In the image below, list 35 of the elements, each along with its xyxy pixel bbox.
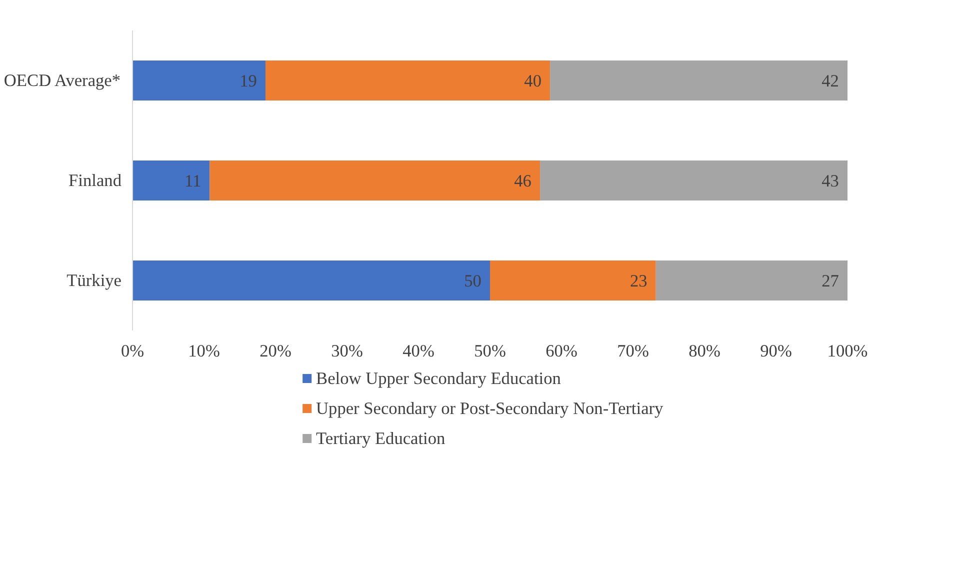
data-label: 23 — [630, 272, 648, 290]
x-tick-label: 90% — [760, 342, 792, 360]
x-tick-label: 30% — [331, 342, 363, 360]
y-tick-label: Finland — [68, 171, 122, 190]
legend-label: Tertiary Education — [316, 429, 446, 448]
x-tick-label: 100% — [827, 342, 868, 360]
x-tick-label: 80% — [688, 342, 720, 360]
legend-label: Upper Secondary or Post-Secondary Non-Tertiary — [316, 399, 664, 418]
data-label: 46 — [514, 172, 532, 190]
x-tick-label: 40% — [402, 342, 434, 360]
bar — [490, 260, 656, 300]
x-tick-label: 20% — [260, 342, 292, 360]
legend-label: Below Upper Secondary Education — [316, 369, 562, 388]
bar — [540, 160, 848, 200]
data-label: 19 — [240, 72, 257, 90]
data-label: 27 — [822, 272, 840, 290]
x-tick-label: 0% — [120, 342, 144, 360]
y-tick-label: Türkiye — [66, 271, 122, 290]
bar — [132, 60, 266, 100]
data-label: 40 — [524, 72, 542, 90]
data-label: 42 — [822, 72, 839, 90]
x-tick-label: 60% — [546, 342, 578, 360]
bar — [132, 260, 490, 300]
bar — [550, 60, 848, 100]
data-label: 43 — [822, 172, 839, 190]
x-tick-label: 50% — [474, 342, 506, 360]
x-tick-label: 10% — [188, 342, 220, 360]
data-label: 11 — [184, 172, 202, 190]
bar — [656, 260, 848, 300]
bar — [210, 160, 540, 200]
bar — [265, 60, 550, 100]
x-tick-label: 70% — [617, 342, 649, 360]
data-label: 50 — [464, 272, 482, 290]
bar — [132, 160, 210, 200]
y-tick-label: OECD Average* — [4, 71, 121, 90]
